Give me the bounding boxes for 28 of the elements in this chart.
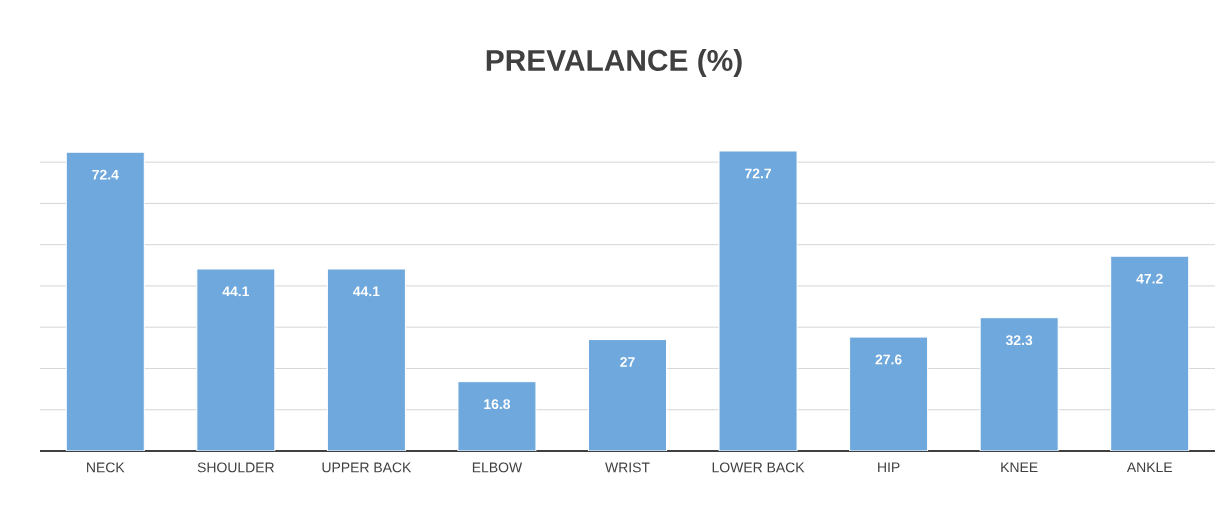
bar bbox=[849, 336, 929, 451]
bar bbox=[979, 317, 1059, 451]
x-tick-label: HIP bbox=[878, 462, 900, 473]
bar bbox=[65, 151, 145, 451]
x-tick-label: LOWER BACK bbox=[712, 462, 805, 473]
data-label: 27 bbox=[620, 357, 635, 367]
bar bbox=[326, 268, 406, 451]
x-tick-label: KNEE bbox=[1001, 462, 1038, 473]
bar bbox=[196, 268, 276, 451]
data-label: 72.4 bbox=[92, 169, 119, 180]
bar bbox=[588, 339, 667, 451]
bar bbox=[457, 381, 537, 451]
x-tick-label: ANKLE bbox=[1126, 462, 1172, 473]
chart-title: PREVALANCE (%) bbox=[486, 49, 742, 77]
bar bbox=[1110, 255, 1190, 451]
bar bbox=[718, 150, 798, 451]
data-label: 44.1 bbox=[353, 286, 380, 297]
data-label: 47.2 bbox=[1136, 273, 1163, 284]
data-label: 32.3 bbox=[1005, 335, 1033, 346]
data-label: 16.8 bbox=[484, 399, 511, 410]
x-tick-label: WRIST bbox=[605, 462, 650, 473]
data-label: 27.6 bbox=[875, 354, 902, 365]
x-tick-label: UPPER BACK bbox=[322, 462, 412, 473]
x-tick-label: NECK bbox=[87, 462, 125, 473]
data-label: 72.7 bbox=[745, 168, 772, 179]
x-tick-label: SHOULDER bbox=[197, 462, 274, 473]
data-label: 44.1 bbox=[222, 286, 250, 297]
x-tick-label: ELBOW bbox=[472, 462, 523, 473]
